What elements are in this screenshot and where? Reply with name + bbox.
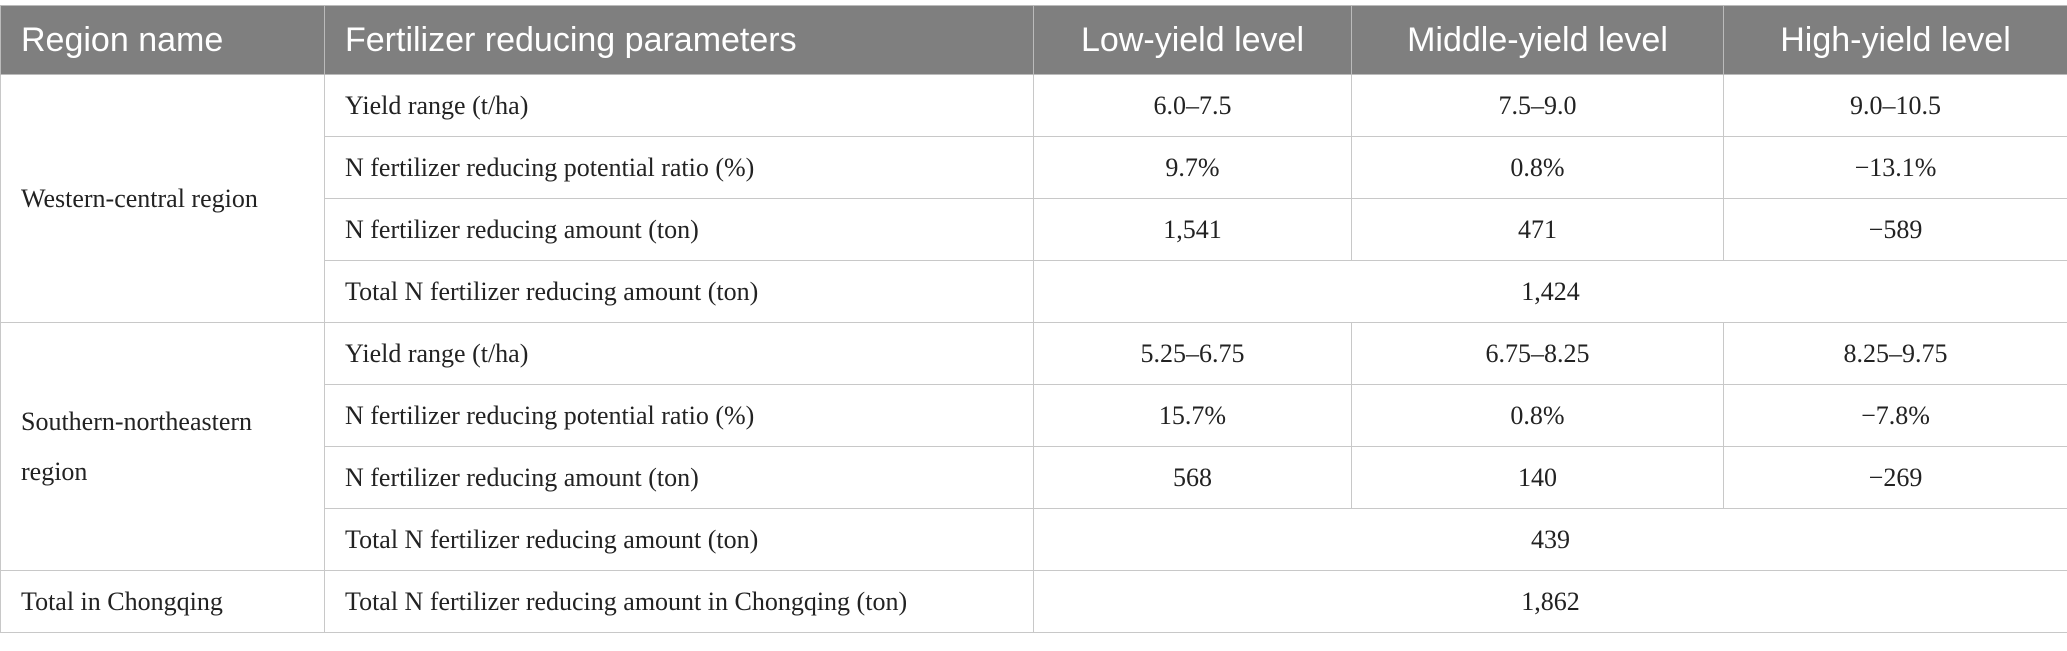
value-cell: 0.8% <box>1352 385 1724 447</box>
value-cell: 140 <box>1352 447 1724 509</box>
header-cell: High-yield level <box>1724 6 2067 75</box>
value-cell: 6.75–8.25 <box>1352 323 1724 385</box>
value-cell: −589 <box>1724 199 2067 261</box>
parameter-cell: Yield range (t/ha) <box>325 75 1034 137</box>
value-cell: 0.8% <box>1352 137 1724 199</box>
parameter-cell: N fertilizer reducing amount (ton) <box>325 447 1034 509</box>
header-cell: Region name <box>1 6 325 75</box>
value-cell: 9.0–10.5 <box>1724 75 2067 137</box>
value-cell: 471 <box>1352 199 1724 261</box>
value-cell: 9.7% <box>1034 137 1352 199</box>
value-cell: 1,541 <box>1034 199 1352 261</box>
parameter-cell: Total N fertilizer reducing amount (ton) <box>325 509 1034 571</box>
total-value-cell: 1,862 <box>1034 571 2067 633</box>
parameter-cell: N fertilizer reducing amount (ton) <box>325 199 1034 261</box>
value-cell: 568 <box>1034 447 1352 509</box>
header-cell: Low-yield level <box>1034 6 1352 75</box>
total-value-cell: 439 <box>1034 509 2067 571</box>
header-cell: Middle-yield level <box>1352 6 1724 75</box>
value-cell: −7.8% <box>1724 385 2067 447</box>
header-cell: Fertilizer reducing parameters <box>325 6 1034 75</box>
value-cell: −269 <box>1724 447 2067 509</box>
parameter-cell: Yield range (t/ha) <box>325 323 1034 385</box>
value-cell: 5.25–6.75 <box>1034 323 1352 385</box>
value-cell: 7.5–9.0 <box>1352 75 1724 137</box>
region-cell: Southern-northeastern region <box>1 323 325 571</box>
region-cell: Total in Chongqing <box>1 571 325 633</box>
value-cell: 6.0–7.5 <box>1034 75 1352 137</box>
value-cell: −13.1% <box>1724 137 2067 199</box>
parameter-cell: Total N fertilizer reducing amount in Ch… <box>325 571 1034 633</box>
parameter-cell: N fertilizer reducing potential ratio (%… <box>325 137 1034 199</box>
parameter-cell: N fertilizer reducing potential ratio (%… <box>325 385 1034 447</box>
value-cell: 15.7% <box>1034 385 1352 447</box>
total-value-cell: 1,424 <box>1034 261 2067 323</box>
parameter-cell: Total N fertilizer reducing amount (ton) <box>325 261 1034 323</box>
region-cell: Western-central region <box>1 75 325 323</box>
value-cell: 8.25–9.75 <box>1724 323 2067 385</box>
